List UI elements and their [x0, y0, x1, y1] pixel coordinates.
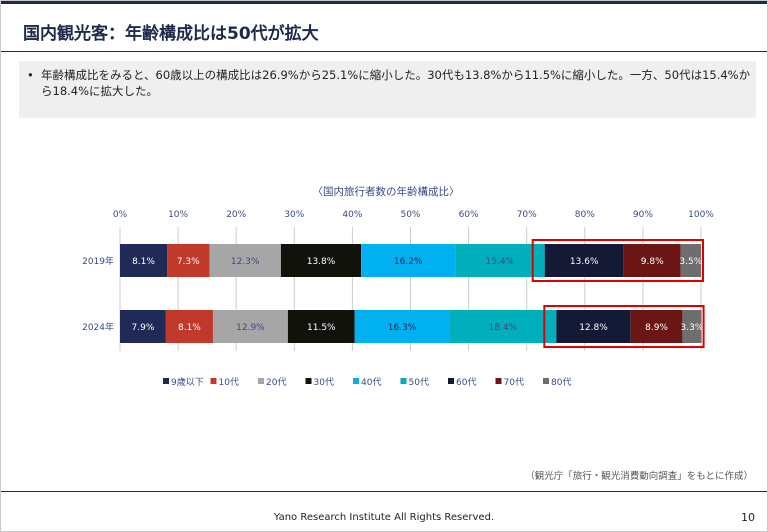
bar-segment: [361, 244, 456, 277]
highlight-box: [531, 239, 704, 282]
data-label: 13.6%: [570, 257, 599, 267]
legend-swatch: [210, 378, 217, 384]
data-label: 8.1%: [178, 323, 201, 333]
legend-label: 80代: [551, 377, 571, 388]
x-tick-label: 70%: [517, 210, 537, 220]
legend-swatch: [448, 378, 454, 384]
data-label: 9.8%: [641, 257, 664, 267]
bar-segment: [280, 244, 362, 277]
legend-label: 30代: [314, 377, 334, 388]
data-label: 3.3%: [681, 323, 704, 333]
legend-label: 50代: [409, 377, 429, 388]
title-divider: [1, 51, 767, 52]
legend-swatch: [305, 378, 312, 384]
copyright-footer: Yano Research Institute All Rights Reser…: [273, 512, 495, 523]
x-tick-label: 50%: [400, 210, 420, 220]
footer-divider: [1, 491, 767, 492]
highlight-box: [543, 305, 705, 348]
legend-label: 60代: [456, 377, 476, 388]
bar-segment: [209, 244, 281, 277]
x-tick-label: 80%: [575, 210, 595, 220]
data-label: 16.3%: [388, 323, 417, 333]
data-label: 7.9%: [132, 323, 155, 333]
source-note: （観光庁「旅行・観光消費動向調査」をもとに作成）: [525, 471, 753, 482]
data-label: 12.9%: [236, 323, 265, 333]
x-tick-label: 30%: [284, 210, 304, 220]
x-tick-label: 0%: [113, 210, 128, 220]
legend-swatch: [258, 378, 264, 384]
data-label: 13.8%: [307, 257, 336, 267]
bar-segment: [165, 310, 213, 343]
bars: 2019年 8.1% 7.3% 12.3% 13.8% 16.2% 15.4% 13.6% 9.…: [82, 244, 704, 343]
x-tick-label: 90%: [633, 210, 653, 220]
bar-segment: [544, 244, 624, 277]
x-axis-ticks: 0% 10% 20% 30% 40% 50% 60% 70% 80% 90% 100%: [113, 210, 714, 220]
data-label: 16.2%: [394, 257, 423, 267]
legend-label: 70代: [504, 377, 524, 388]
bar-segment: [354, 310, 450, 343]
chart-title: 〈国内旅行者数の年齢構成比〉: [313, 185, 460, 198]
legend-swatch: [543, 378, 549, 384]
data-label: 8.1%: [132, 257, 155, 267]
data-label: 12.3%: [231, 257, 260, 267]
data-label: 7.3%: [177, 257, 200, 267]
data-label: 11.5%: [307, 323, 336, 333]
legend-label: 9歳以下: [171, 376, 204, 388]
x-tick-label: 20%: [226, 210, 246, 220]
bar-segment: [630, 310, 683, 343]
bar-segment: [167, 244, 210, 277]
x-tick-label: 100%: [688, 210, 714, 220]
legend: 9歳以下 10代 20代 30代 40代 50代 60代 70代 80代: [163, 376, 571, 388]
legend-swatch: [400, 378, 407, 384]
legend-swatch: [495, 378, 502, 384]
data-label: 15.4%: [486, 257, 515, 267]
top-rule: [1, 1, 767, 4]
data-label: 3.5%: [679, 257, 702, 267]
bar-segment: [449, 310, 557, 343]
bar-segment: [623, 244, 681, 277]
bar-segment: [120, 310, 166, 343]
x-tick-label: 60%: [459, 210, 479, 220]
legend-label: 20代: [266, 377, 286, 388]
data-label: 12.8%: [579, 323, 608, 333]
bar-segment: [556, 310, 631, 343]
bar-segment: [212, 310, 288, 343]
x-tick-label: 40%: [342, 210, 362, 220]
bar-segment: [680, 244, 701, 277]
page-number: 10: [741, 511, 755, 524]
page-title: 国内観光客：年齢構成比は50代が拡大: [23, 24, 319, 44]
legend-swatch: [353, 378, 359, 384]
summary-box: • 年齢構成比をみると、60歳以上の構成比は26.9%から25.1%に縮小した。…: [19, 61, 756, 118]
category-label: 2019年: [82, 255, 114, 267]
summary-bullet: •: [27, 68, 34, 82]
age-composition-chart: 〈国内旅行者数の年齢構成比〉 0% 10% 20% 30% 40% 50% 60% 70% 80…: [82, 185, 714, 388]
highlight-boxes: [531, 239, 705, 348]
category-label: 2024年: [82, 321, 114, 333]
summary-text: 年齢構成比をみると、60歳以上の構成比は26.9%から25.1%に縮小した。30…: [41, 68, 751, 98]
bar-segment: [682, 310, 702, 343]
legend-label: 10代: [219, 377, 239, 388]
data-label: 8.9%: [645, 323, 668, 333]
x-tick-label: 10%: [168, 210, 188, 220]
bar-segment: [287, 310, 355, 343]
bar-segment: [120, 244, 168, 277]
legend-swatch: [163, 378, 169, 384]
bar-segment: [455, 244, 545, 277]
data-label: 18.4%: [489, 323, 518, 333]
legend-label: 40代: [361, 377, 381, 388]
